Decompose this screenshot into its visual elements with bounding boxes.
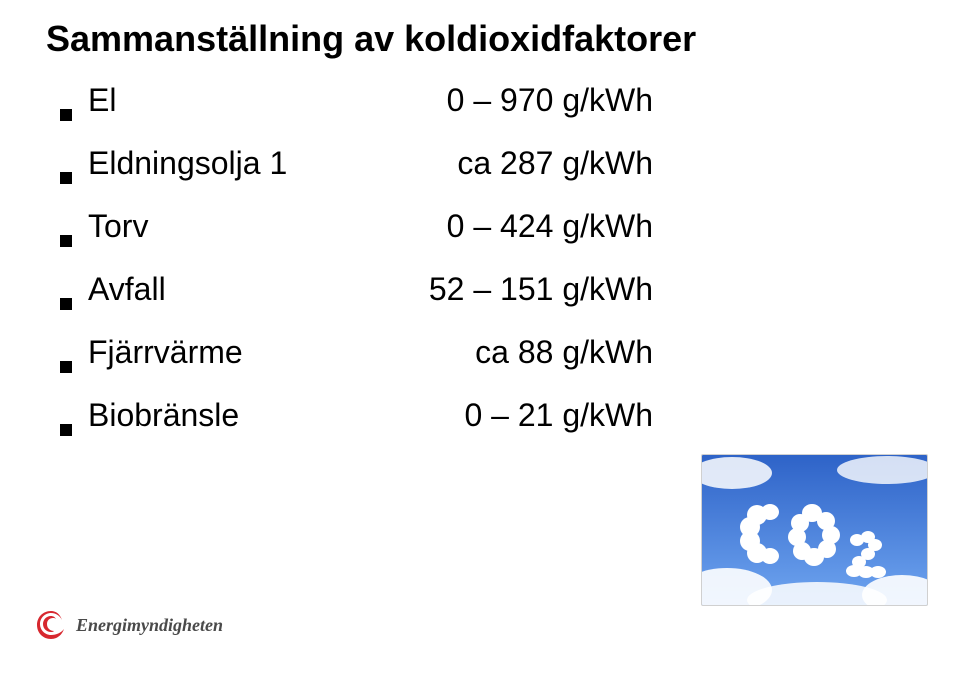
slide-title: Sammanställning av koldioxidfaktorer <box>40 18 920 60</box>
bullet-icon <box>60 361 72 373</box>
list-item: Biobränsle 0 – 21 g/kWh <box>60 397 920 434</box>
factor-list: El 0 – 970 g/kWh Eldningsolja 1 ca 287 g… <box>40 82 920 434</box>
bullet-icon <box>60 109 72 121</box>
list-item: Torv 0 – 424 g/kWh <box>60 208 920 245</box>
list-item: Fjärrvärme ca 88 g/kWh <box>60 334 920 371</box>
list-item: Avfall 52 – 151 g/kWh <box>60 271 920 308</box>
factor-value: 0 – 424 g/kWh <box>393 208 653 245</box>
factor-value: 0 – 970 g/kWh <box>393 82 653 119</box>
bullet-icon <box>60 424 72 436</box>
factor-label: Torv <box>88 208 393 245</box>
agency-logo: Energimyndigheten <box>34 608 223 642</box>
list-item: Eldningsolja 1 ca 287 g/kWh <box>60 145 920 182</box>
factor-label: Biobränsle <box>88 397 393 434</box>
slide: Sammanställning av koldioxidfaktorer El … <box>0 0 960 674</box>
factor-label: El <box>88 82 393 119</box>
co2-clouds-image <box>701 454 928 606</box>
logo-text: Energimyndigheten <box>76 615 223 636</box>
bullet-icon <box>60 172 72 184</box>
factor-label: Fjärrvärme <box>88 334 393 371</box>
factor-label: Avfall <box>88 271 393 308</box>
list-item: El 0 – 970 g/kWh <box>60 82 920 119</box>
factor-value: 52 – 151 g/kWh <box>393 271 653 308</box>
bullet-icon <box>60 235 72 247</box>
bullet-icon <box>60 298 72 310</box>
factor-value: 0 – 21 g/kWh <box>393 397 653 434</box>
factor-value: ca 287 g/kWh <box>393 145 653 182</box>
logo-swirl-icon <box>34 608 68 642</box>
factor-value: ca 88 g/kWh <box>393 334 653 371</box>
factor-label: Eldningsolja 1 <box>88 145 393 182</box>
